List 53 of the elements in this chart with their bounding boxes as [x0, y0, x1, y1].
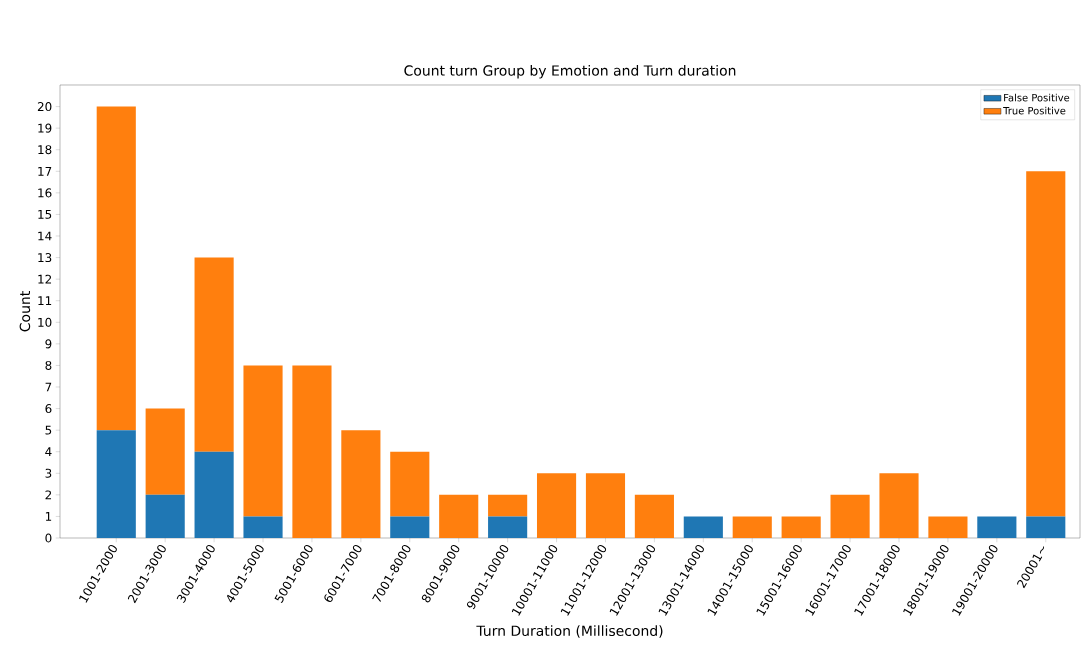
bar [536, 473, 577, 538]
y-tick-label: 12 [38, 274, 52, 284]
x-axis-title: Turn Duration (Millisecond) [476, 625, 663, 638]
bar [194, 451, 234, 538]
bar [634, 494, 674, 538]
y-tick-label: 18 [38, 145, 52, 155]
bar [96, 430, 136, 538]
bar [439, 494, 479, 538]
chart-title: Count turn Group by Emotion and Turn duration [404, 65, 736, 79]
bar [488, 494, 528, 517]
y-tick-label: 10 [38, 317, 52, 327]
bar [1026, 516, 1066, 538]
bar [292, 365, 332, 538]
y-tick-label: 2 [45, 490, 52, 500]
y-tick-label: 15 [38, 209, 52, 219]
bar [928, 516, 968, 538]
bar [781, 516, 821, 538]
bar [879, 473, 919, 538]
y-tick-label: 5 [45, 425, 52, 435]
y-tick-label: 4 [45, 447, 52, 457]
bar [341, 430, 381, 538]
y-tick-label: 13 [38, 253, 52, 263]
y-tick-label: 7 [45, 382, 52, 392]
y-tick-label: 0 [45, 533, 52, 543]
y-tick-label: 17 [38, 166, 52, 176]
y-tick-label: 20 [37, 102, 52, 112]
y-tick-label: 6 [45, 404, 52, 414]
bar [243, 516, 283, 538]
bar [830, 494, 870, 538]
y-tick-label: 19 [38, 123, 52, 133]
bar [243, 365, 283, 517]
bar [390, 451, 430, 517]
bar [145, 494, 185, 538]
y-axis-title: Count [19, 291, 31, 332]
bar [145, 408, 185, 495]
bar [683, 516, 723, 538]
bar [96, 106, 136, 431]
bar [1026, 171, 1066, 517]
y-tick-label: 1 [45, 512, 52, 521]
bar [390, 516, 430, 538]
legend-label: False Positive [1004, 93, 1070, 102]
y-tick-label: 3 [45, 468, 52, 478]
y-tick-label: 9 [45, 339, 52, 349]
bar [585, 473, 626, 538]
y-tick-label: 14 [38, 231, 52, 241]
y-tick-label: 16 [38, 188, 52, 198]
legend-label: True Positive [1003, 106, 1066, 115]
bar [194, 257, 234, 452]
y-tick-label: 11 [38, 296, 52, 306]
bar [732, 516, 772, 538]
bar [977, 516, 1017, 538]
y-tick-label: 8 [45, 360, 52, 370]
bar [488, 516, 528, 538]
